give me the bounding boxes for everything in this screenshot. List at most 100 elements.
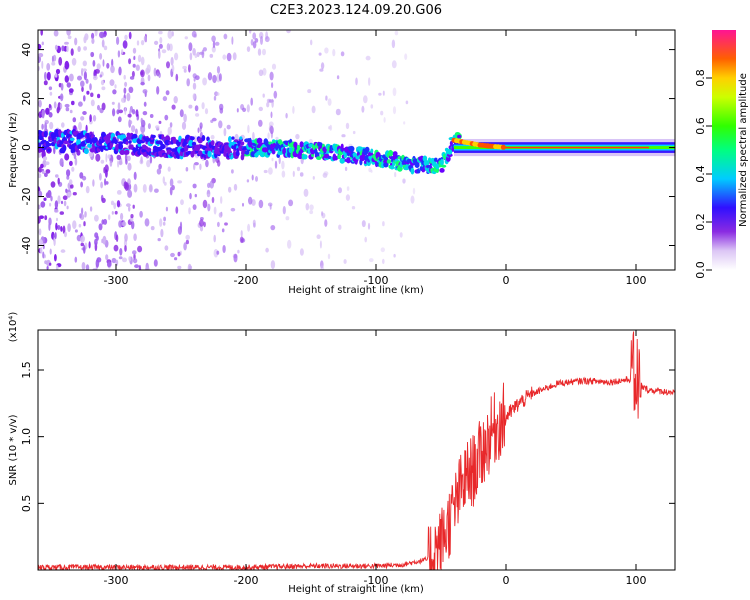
noise-blob: [134, 264, 140, 269]
noise-blob: [271, 157, 274, 162]
noise-blob: [185, 167, 189, 172]
noise-blob: [116, 109, 120, 115]
noise-blob: [193, 77, 196, 82]
band-transition-blob: [500, 144, 506, 150]
ridge-blob: [423, 160, 430, 167]
noise-blob: [74, 229, 78, 233]
noise-blob: [136, 116, 139, 121]
noise-blob: [158, 50, 161, 59]
noise-blob: [163, 216, 167, 222]
noise-blob: [188, 104, 193, 109]
noise-blob: [363, 95, 368, 104]
noise-blob: [145, 266, 150, 270]
noise-blob: [177, 251, 181, 257]
noise-blob: [124, 34, 128, 41]
noise-blob: [105, 153, 108, 163]
noise-blob: [258, 119, 263, 127]
noise-blob: [192, 48, 196, 56]
noise-blob: [147, 123, 151, 130]
ridge-blob: [128, 140, 132, 144]
noise-blob: [380, 110, 384, 116]
snr-ylabel: SNR (10 * v/v): [8, 414, 19, 485]
noise-blob: [89, 83, 92, 91]
noise-blob: [55, 265, 59, 270]
noise-blob: [180, 199, 184, 206]
noise-blob: [368, 77, 371, 86]
noise-blob: [213, 206, 217, 215]
noise-blob: [71, 100, 75, 106]
noise-blob: [40, 163, 44, 169]
noise-blob: [117, 50, 121, 58]
noise-blob: [69, 73, 74, 82]
noise-blob: [209, 53, 214, 58]
noise-blob: [99, 31, 104, 39]
noise-blob: [45, 107, 50, 115]
noise-blob: [296, 166, 301, 172]
noise-blob: [285, 112, 288, 119]
noise-blob: [119, 248, 123, 256]
noise-blob: [220, 196, 223, 204]
noise-blob: [101, 102, 106, 111]
noise-blob: [328, 126, 331, 130]
noise-blob: [162, 176, 165, 184]
noise-blob: [41, 123, 44, 130]
noise-blob: [292, 170, 295, 177]
noise-blob: [96, 257, 102, 263]
noise-blob: [95, 153, 101, 162]
noise-blob: [282, 206, 286, 215]
noise-blob: [305, 203, 310, 211]
noise-blob: [392, 106, 397, 115]
noise-blob: [265, 247, 269, 253]
noise-blob: [266, 102, 270, 108]
noise-blob: [269, 71, 274, 81]
noise-blob: [271, 63, 277, 70]
noise-blob: [216, 66, 221, 74]
noise-blob: [98, 223, 103, 231]
noise-blob: [188, 64, 191, 73]
noise-blob: [128, 86, 134, 94]
noise-blob: [161, 49, 167, 54]
noise-blob: [38, 43, 42, 50]
noise-blob: [44, 71, 47, 81]
noise-blob: [110, 65, 115, 74]
noise-blob: [252, 219, 256, 226]
noise-blob: [382, 221, 385, 227]
noise-blob: [199, 163, 202, 170]
noise-blob: [72, 117, 77, 123]
noise-blob: [412, 187, 416, 195]
noise-blob: [38, 173, 42, 179]
noise-blob: [233, 183, 238, 191]
noise-blob: [46, 71, 51, 81]
noise-blob: [74, 157, 78, 166]
noise-blob: [45, 161, 50, 165]
noise-blob: [136, 40, 140, 46]
noise-blob: [212, 74, 217, 84]
noise-blob: [185, 239, 189, 245]
noise-blob: [378, 92, 382, 96]
noise-blob: [60, 226, 63, 232]
noise-blob: [402, 178, 406, 184]
noise-blob: [188, 207, 191, 215]
noise-blob: [226, 52, 232, 62]
noise-blob: [343, 259, 347, 264]
noise-blob: [125, 158, 128, 165]
noise-blob: [254, 38, 259, 43]
noise-blob: [124, 233, 128, 242]
noise-blob: [117, 116, 122, 123]
noise-blob: [332, 48, 336, 57]
noise-blob: [365, 55, 371, 61]
x-tick-label: -200: [234, 274, 259, 287]
noise-blob: [352, 130, 356, 135]
noise-blob: [262, 93, 265, 98]
noise-blob: [158, 163, 162, 170]
noise-blob: [110, 200, 115, 206]
noise-blob: [117, 102, 121, 111]
noise-blob: [60, 200, 64, 205]
noise-blob: [202, 77, 208, 86]
noise-blob: [140, 81, 145, 86]
noise-blob: [165, 206, 168, 212]
noise-blob: [66, 82, 72, 88]
noise-blob: [264, 36, 270, 43]
noise-blob: [158, 43, 163, 49]
noise-blob: [116, 154, 122, 160]
